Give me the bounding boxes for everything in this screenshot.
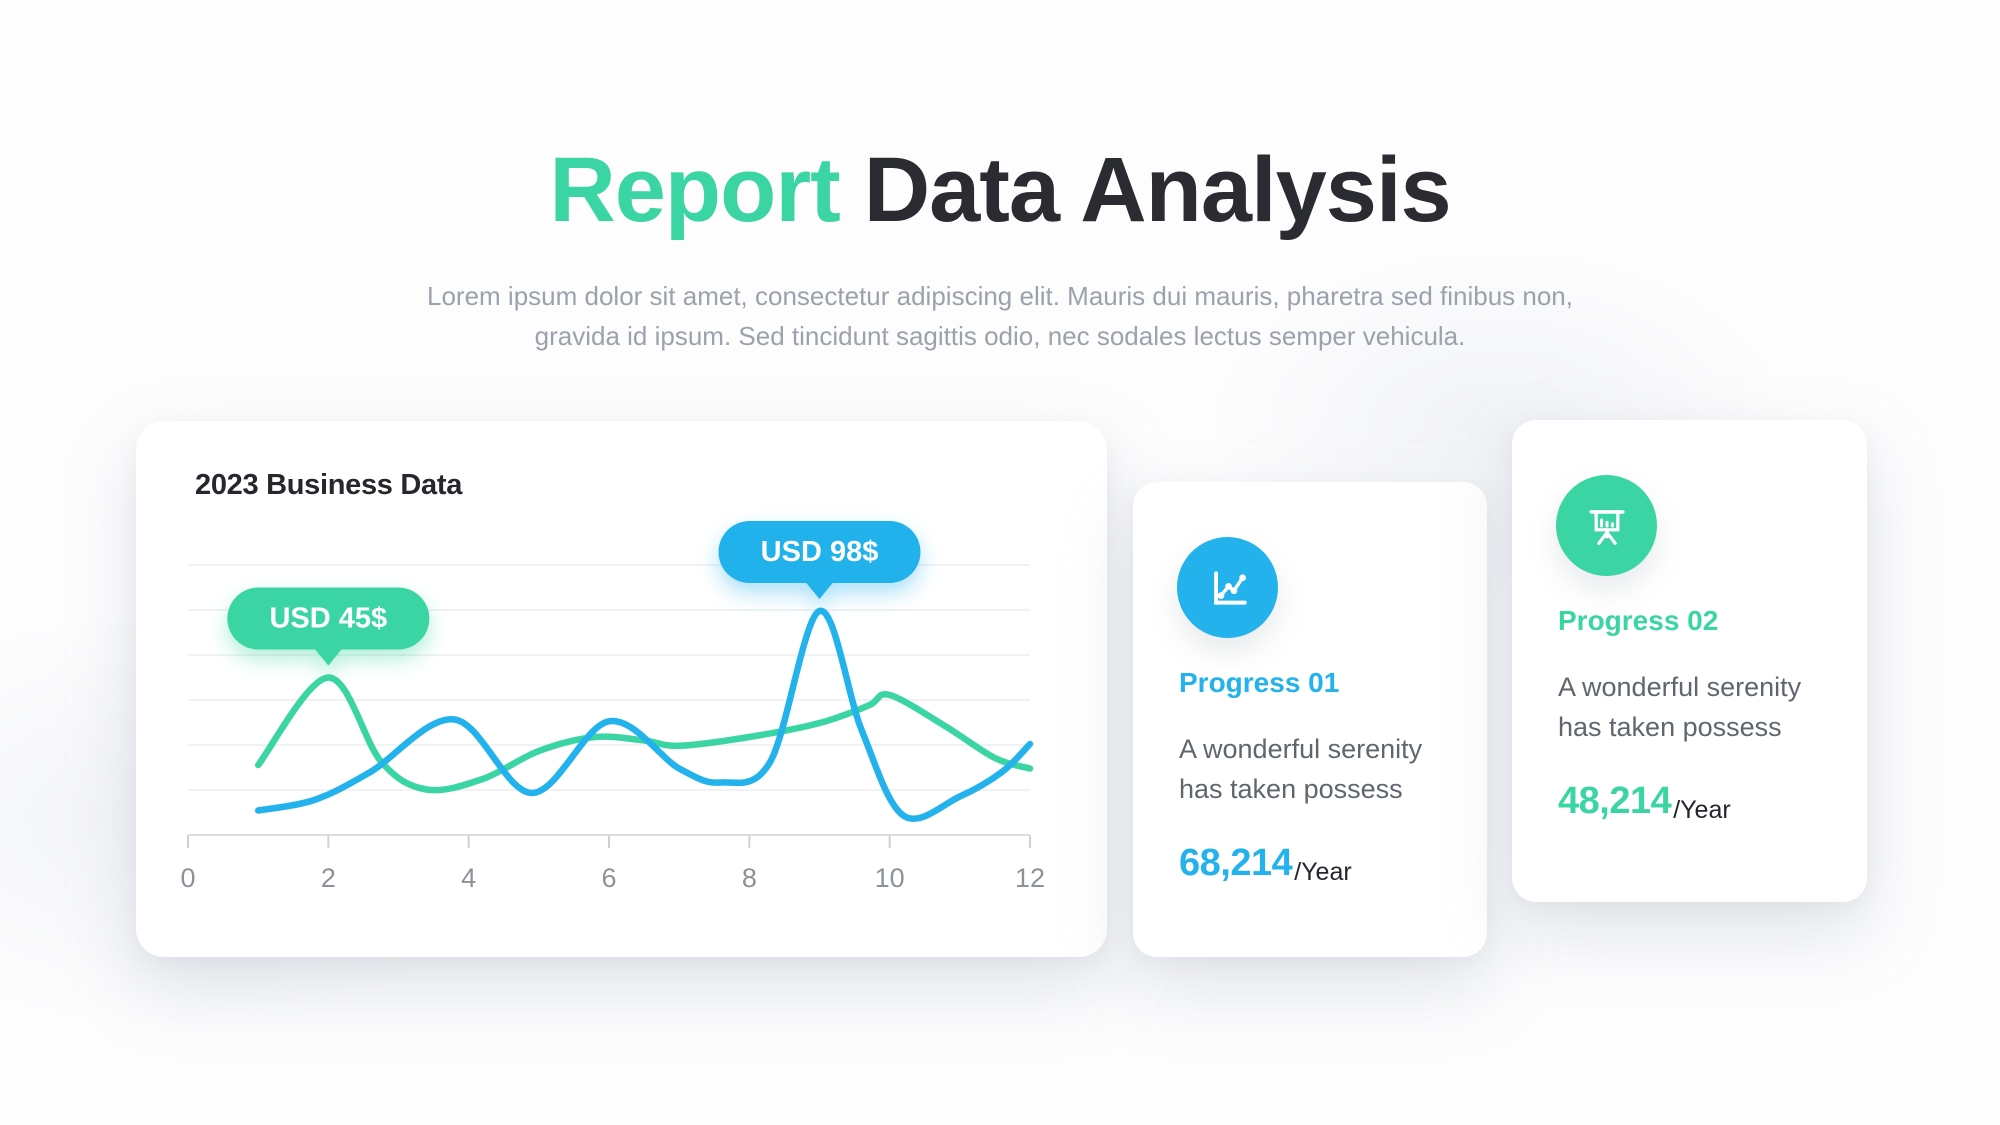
progress-card-1-description: A wonderful serenity has taken possess	[1179, 729, 1422, 809]
svg-text:6: 6	[601, 863, 616, 893]
svg-text:8: 8	[742, 863, 757, 893]
progress-card-1-title: Progress 01	[1179, 667, 1340, 698]
progress-card-2: Progress 02 A wonderful serenity has tak…	[1512, 420, 1867, 902]
line-chart: 0 2 4 6 8 10 12 USD 45$ USD 98$	[180, 521, 1045, 893]
progress-card-1-unit: /Year	[1294, 858, 1352, 886]
progress-card-2-title: Progress 02	[1558, 605, 1719, 636]
svg-text:0: 0	[180, 863, 195, 893]
line-chart-icon	[1177, 537, 1278, 638]
progress-card-1-description-line2: has taken possess	[1179, 774, 1403, 804]
chart-title: 2023 Business Data	[195, 469, 463, 501]
progress-card-2-description: A wonderful serenity has taken possess	[1558, 667, 1801, 747]
page-title-rest: Data Analysis	[863, 139, 1452, 241]
svg-text:USD 98$: USD 98$	[761, 536, 879, 568]
chart-card: 2023 Business Data 0 2 4 6 8 10 12 USD 45$ USD 9…	[136, 421, 1107, 957]
progress-card-2-value: 48,214	[1558, 780, 1672, 822]
page-subtitle: Lorem ipsum dolor sit amet, consectetur …	[0, 276, 2000, 356]
progress-card-2-description-line1: A wonderful serenity	[1558, 672, 1802, 702]
svg-text:USD 45$: USD 45$	[269, 603, 387, 635]
progress-card-1-description-line1: A wonderful serenity	[1179, 734, 1423, 764]
progress-card-2-unit: /Year	[1673, 796, 1731, 824]
page-title-accent: Report	[549, 139, 840, 241]
svg-text:10: 10	[875, 863, 905, 893]
page-subtitle-line2: gravida id ipsum. Sed tincidunt sagittis…	[534, 321, 1466, 351]
page-subtitle-line1: Lorem ipsum dolor sit amet, consectetur …	[427, 281, 1573, 311]
progress-card-2-value-row: 48,214 /Year	[1558, 780, 1731, 824]
progress-card-1: Progress 01 A wonderful serenity has tak…	[1133, 482, 1487, 957]
progress-card-2-description-line2: has taken possess	[1558, 712, 1782, 742]
svg-text:12: 12	[1015, 863, 1045, 893]
presentation-chart-icon	[1556, 475, 1657, 576]
svg-text:4: 4	[461, 863, 476, 893]
page-title: Report Data Analysis	[0, 142, 2000, 239]
presentation-chart-glyph	[1588, 509, 1625, 545]
svg-text:2: 2	[321, 863, 336, 893]
line-chart-glyph	[1213, 570, 1247, 605]
progress-card-1-value: 68,214	[1179, 842, 1293, 884]
progress-card-1-value-row: 68,214 /Year	[1179, 842, 1352, 886]
